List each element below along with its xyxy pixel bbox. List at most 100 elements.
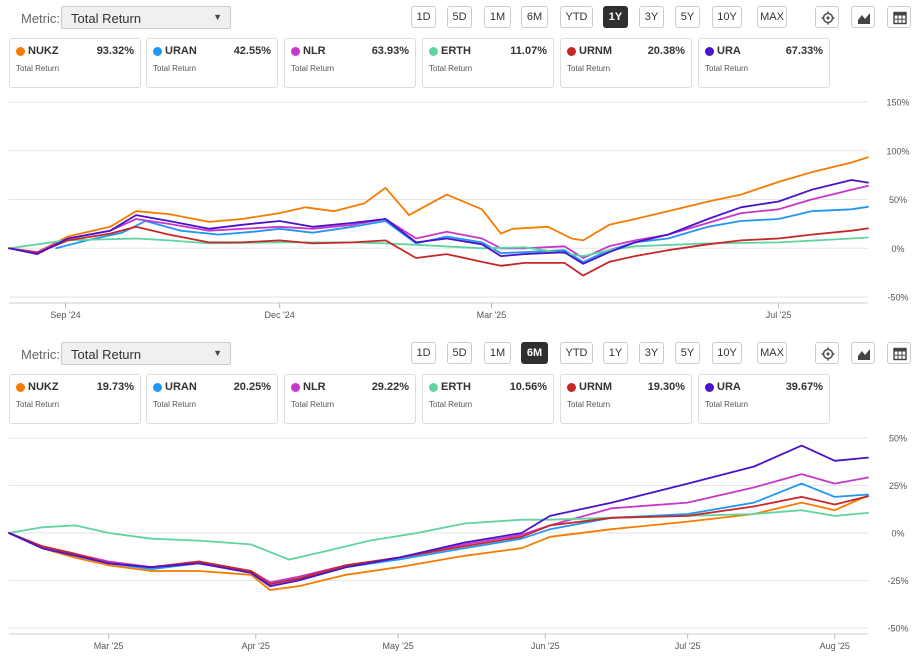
ticker-card-nlr[interactable]: NLR 29.22% Total Return: [284, 374, 416, 424]
line-chart: 150% 100% 50% 0% -50% Sep '24 Dec '24 Mar '25 Ju…: [0, 94, 922, 330]
ticker-card-ura[interactable]: URA 67.33% Total Return: [698, 38, 830, 88]
range-button-1m[interactable]: 1M: [484, 342, 511, 364]
x-tick-label: Mar '25: [477, 310, 507, 320]
range-button-5y[interactable]: 5Y: [675, 342, 700, 364]
caret-down-icon: ▼: [213, 12, 222, 22]
metric-select[interactable]: Total Return ▼: [61, 342, 231, 365]
ticker-return-value: 20.38%: [647, 45, 685, 57]
line-chart: 50% 25% 0% -25% -50% Mar '25 Apr '25 May '25 Jun…: [0, 430, 922, 662]
ticker-symbol: URNM: [579, 45, 612, 57]
x-tick-label: Mar '25: [94, 641, 124, 651]
ticker-metric-label: Total Return: [153, 64, 197, 73]
ticker-return-value: 39.67%: [785, 381, 823, 393]
metric-label: Metric:: [21, 11, 60, 26]
ticker-symbol: URAN: [165, 45, 197, 57]
table-icon: [893, 347, 907, 361]
ticker-card-uran[interactable]: URAN 42.55% Total Return: [146, 38, 278, 88]
gear-icon: [821, 11, 835, 25]
ticker-card-urnm[interactable]: URNM 19.30% Total Return: [560, 374, 692, 424]
series-color-dot: [153, 47, 162, 56]
range-button-10y[interactable]: 10Y: [712, 342, 742, 364]
ticker-symbol: NLR: [303, 45, 326, 57]
ticker-symbol: NUKZ: [28, 45, 59, 57]
ticker-card-ura[interactable]: URA 39.67% Total Return: [698, 374, 830, 424]
range-button-ytd[interactable]: YTD: [560, 6, 593, 28]
caret-down-icon: ▼: [213, 348, 222, 358]
y-tick-label: 0%: [891, 244, 904, 254]
ticker-metric-label: Total Return: [429, 400, 473, 409]
ticker-return-value: 10.56%: [509, 381, 547, 393]
range-button-10y[interactable]: 10Y: [712, 6, 742, 28]
range-button-3y[interactable]: 3Y: [639, 342, 664, 364]
ticker-return-value: 42.55%: [233, 45, 271, 57]
table-view-button[interactable]: [887, 6, 911, 28]
x-tick-label: Sep '24: [50, 310, 80, 320]
range-button-1d[interactable]: 1D: [411, 6, 436, 28]
ticker-card-nlr[interactable]: NLR 63.93% Total Return: [284, 38, 416, 88]
x-tick-label: Jul '25: [766, 310, 792, 320]
ticker-cards: NUKZ 19.73% Total Return URAN 20.25% Total Re…: [0, 374, 922, 424]
range-button-1y[interactable]: 1Y: [603, 342, 628, 364]
range-button-6m[interactable]: 6M: [521, 342, 548, 364]
range-button-5d[interactable]: 5D: [447, 6, 472, 28]
ticker-metric-label: Total Return: [16, 400, 60, 409]
ticker-symbol: URAN: [165, 381, 197, 393]
gear-icon: [821, 347, 835, 361]
ticker-symbol: NUKZ: [28, 381, 59, 393]
ticker-metric-label: Total Return: [291, 64, 335, 73]
ticker-metric-label: Total Return: [705, 400, 749, 409]
ticker-card-erth[interactable]: ERTH 11.07% Total Return: [422, 38, 554, 88]
range-button-5y[interactable]: 5Y: [675, 6, 700, 28]
series-color-dot: [705, 47, 714, 56]
comparison-panel-1y: Metric: Total Return ▼ 1D 5D 1M 6M YTD 1Y 3Y 5Y…: [0, 0, 922, 330]
ticker-cards: NUKZ 93.32% Total Return URAN 42.55% Total Re…: [0, 38, 922, 88]
ticker-metric-label: Total Return: [567, 400, 611, 409]
series-line-nukz: [8, 156, 869, 254]
ticker-symbol: URA: [717, 381, 741, 393]
series-color-dot: [16, 383, 25, 392]
series-color-dot: [705, 383, 714, 392]
settings-button[interactable]: [815, 6, 839, 28]
x-tick-label: Jul '25: [675, 641, 701, 651]
series-color-dot: [153, 383, 162, 392]
range-button-ytd[interactable]: YTD: [560, 342, 593, 364]
chart-svg: 50% 25% 0% -25% -50% Mar '25 Apr '25 May '25 Jun…: [8, 434, 909, 651]
range-button-max[interactable]: MAX: [757, 6, 787, 28]
ticker-card-nukz[interactable]: NUKZ 93.32% Total Return: [9, 38, 141, 88]
y-tick-label: -50%: [887, 293, 908, 303]
range-button-1m[interactable]: 1M: [484, 6, 511, 28]
ticker-symbol: URNM: [579, 381, 612, 393]
chart-type-button[interactable]: [851, 342, 875, 364]
series-line-erth: [8, 509, 869, 561]
range-button-1d[interactable]: 1D: [411, 342, 436, 364]
series-color-dot: [16, 47, 25, 56]
ticker-card-uran[interactable]: URAN 20.25% Total Return: [146, 374, 278, 424]
series-line-urnm: [8, 495, 869, 586]
series-color-dot: [291, 47, 300, 56]
ticker-symbol: ERTH: [441, 381, 471, 393]
range-button-1y[interactable]: 1Y: [603, 6, 628, 28]
range-button-max[interactable]: MAX: [757, 342, 787, 364]
ticker-card-urnm[interactable]: URNM 20.38% Total Return: [560, 38, 692, 88]
ticker-return-value: 20.25%: [233, 381, 271, 393]
ticker-symbol: ERTH: [441, 45, 471, 57]
series-line-nukz: [8, 494, 869, 591]
series-line-ura: [8, 179, 869, 265]
chart-type-button[interactable]: [851, 6, 875, 28]
range-button-6m[interactable]: 6M: [521, 6, 548, 28]
x-tick-label: Dec '24: [265, 310, 295, 320]
range-button-3y[interactable]: 3Y: [639, 6, 664, 28]
ticker-metric-label: Total Return: [705, 64, 749, 73]
range-button-5d[interactable]: 5D: [447, 342, 472, 364]
chart-svg: 150% 100% 50% 0% -50% Sep '24 Dec '24 Mar '25 Ju…: [8, 98, 910, 320]
settings-button[interactable]: [815, 342, 839, 364]
ticker-metric-label: Total Return: [567, 64, 611, 73]
y-tick-label: 50%: [889, 195, 907, 205]
table-view-button[interactable]: [887, 342, 911, 364]
y-tick-label: -25%: [887, 576, 908, 586]
metric-select[interactable]: Total Return ▼: [61, 6, 231, 29]
ticker-card-erth[interactable]: ERTH 10.56% Total Return: [422, 374, 554, 424]
x-tick-label: Aug '25: [820, 641, 850, 651]
ticker-card-nukz[interactable]: NUKZ 19.73% Total Return: [9, 374, 141, 424]
mountain-chart-icon: [858, 13, 870, 24]
